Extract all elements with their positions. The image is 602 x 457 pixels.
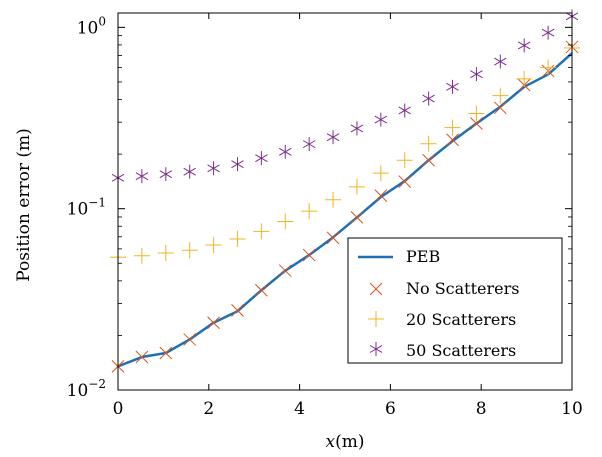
axis-ticks: 0 2 4 6 8 10 10−2 10−1 100 [67, 13, 583, 419]
legend-marker-asterisk [369, 342, 383, 356]
data-point [446, 133, 459, 147]
x-tick-label: 2 [203, 399, 214, 419]
x-tick-label: 10 [561, 399, 583, 419]
data-point [374, 189, 388, 202]
data-point [253, 223, 270, 240]
data-point [541, 25, 555, 40]
series-no-scatterers [111, 40, 579, 373]
legend-box [347, 237, 563, 364]
data-point [159, 346, 173, 360]
series-50-scatterers [111, 9, 579, 185]
data-point [326, 231, 340, 245]
data-point [494, 54, 507, 69]
data-point [350, 211, 364, 224]
data-point [301, 203, 318, 220]
y-tick-label: 10−2 [67, 377, 106, 401]
data-point [183, 333, 197, 346]
legend-label-50-scatterers: 50 Scatterers [406, 341, 516, 360]
data-point [374, 112, 388, 127]
data-point [326, 130, 340, 145]
data-point [420, 135, 437, 152]
data-point [302, 137, 316, 152]
legend-entry-50-scatterers: 50 Scatterers [369, 341, 516, 360]
legend: PEB No Scatterers 20 Scatterers 50 Scatt… [347, 237, 563, 364]
data-point [517, 38, 531, 53]
data-point [207, 161, 220, 176]
data-point [181, 242, 198, 259]
data-point [470, 67, 483, 82]
data-point [278, 264, 292, 278]
x-tick-label: 6 [385, 399, 396, 419]
legend-entry-peb: PEB [358, 247, 440, 266]
data-point [231, 157, 244, 172]
data-point [302, 248, 316, 262]
plot-area-frame [117, 12, 573, 391]
data-point [277, 213, 294, 230]
data-point [205, 237, 222, 254]
data-point [372, 165, 389, 182]
data-point [133, 247, 150, 264]
peb-line [117, 52, 573, 368]
x-tick-label: 8 [476, 399, 487, 419]
data-point [350, 121, 364, 136]
data-point [493, 101, 507, 115]
data-point [348, 178, 365, 195]
data-point [183, 164, 196, 179]
data-point [135, 350, 149, 364]
x-tick-label: 4 [294, 399, 305, 419]
data-point [398, 103, 411, 118]
data-point [135, 169, 149, 184]
data-point [422, 153, 435, 167]
y-axis-label: Position error (m) [14, 128, 34, 281]
legend-marker-x [369, 282, 383, 296]
x-tick-label: 0 [113, 399, 124, 419]
data-point [396, 152, 413, 169]
series-20-scatterers [110, 39, 580, 266]
data-point [229, 231, 246, 248]
data-point [159, 167, 173, 182]
data-point [207, 316, 220, 330]
data-point [540, 59, 557, 76]
data-point [470, 117, 483, 130]
series-peb [117, 52, 573, 368]
legend-marker-plus [368, 311, 384, 327]
data-point [516, 70, 533, 87]
data-point [231, 303, 244, 317]
x-axis-label: x(m) [326, 432, 365, 452]
data-point [446, 79, 459, 94]
data-point [468, 105, 485, 122]
legend-label-20-scatterers: 20 Scatterers [406, 310, 516, 329]
data-point [255, 283, 268, 297]
data-point [157, 244, 174, 261]
legend-label-peb: PEB [406, 247, 440, 266]
data-point [492, 87, 509, 104]
y-tick-label: 10−1 [67, 196, 106, 220]
data-point [444, 119, 461, 136]
y-tick-label: 100 [77, 14, 106, 38]
legend-label-no-scatterers: No Scatterers [406, 279, 519, 298]
data-point [325, 191, 342, 208]
legend-entry-20-scatterers: 20 Scatterers [368, 310, 516, 329]
data-point [255, 151, 268, 166]
data-point [422, 91, 435, 106]
series-layer [110, 9, 580, 373]
data-point [398, 175, 412, 188]
data-point [279, 144, 292, 159]
legend-entry-no-scatterers: No Scatterers [369, 279, 519, 298]
